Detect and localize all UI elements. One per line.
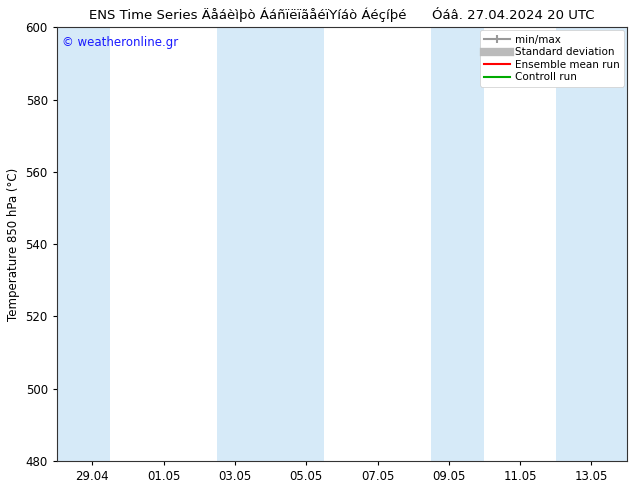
Legend: min/max, Standard deviation, Ensemble mean run, Controll run: min/max, Standard deviation, Ensemble me… (479, 30, 624, 87)
Title: ENS Time Series Äåáèìþò ÁáñïëïãåéïYíáò Áéçíþé      Óáâ. 27.04.2024 20 UTC: ENS Time Series Äåáèìþò ÁáñïëïãåéïYíáò Á… (89, 7, 595, 22)
Bar (431, 27, 484, 461)
Bar (217, 27, 324, 461)
Bar (57, 27, 110, 461)
Y-axis label: Temperature 850 hPa (°C): Temperature 850 hPa (°C) (7, 168, 20, 321)
Bar (556, 27, 627, 461)
Text: © weatheronline.gr: © weatheronline.gr (63, 36, 179, 49)
